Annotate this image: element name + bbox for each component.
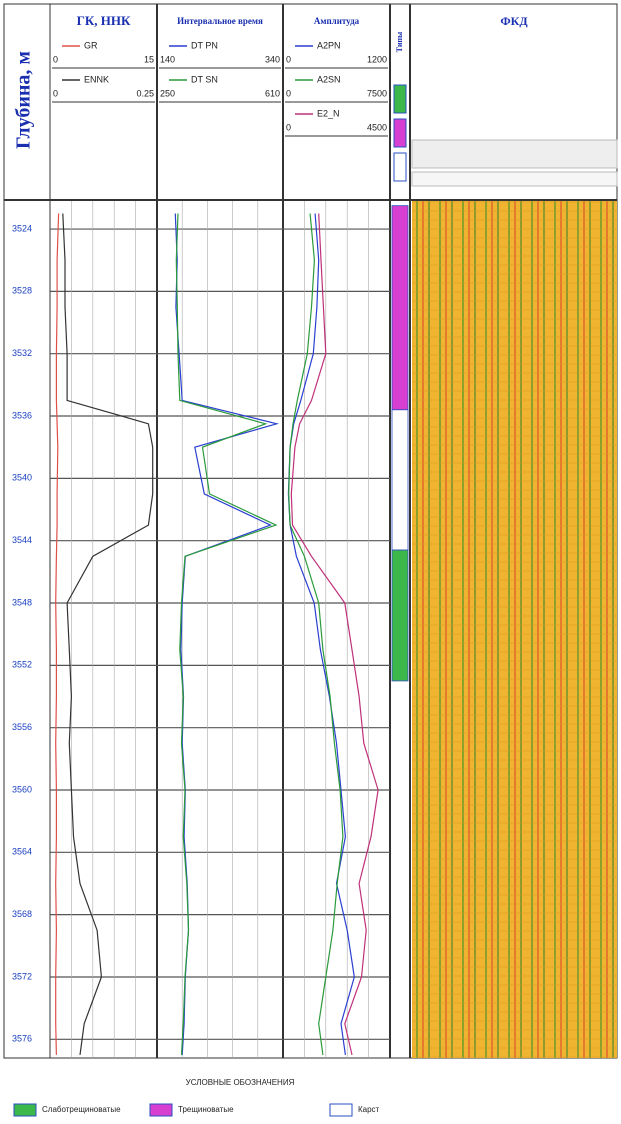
y-tick-label: 3576: [12, 1034, 32, 1044]
log-curve: [175, 214, 276, 1055]
legend-title: УСЛОВНЫЕ ОБОЗНАЧЕНИЯ: [186, 1078, 295, 1087]
scale-max: 1200: [367, 54, 387, 64]
fkd-header-box: [412, 140, 617, 168]
scale-min: 140: [160, 54, 175, 64]
y-tick-label: 3540: [12, 473, 32, 483]
scale-min: 250: [160, 88, 175, 98]
y-tick-label: 3532: [12, 348, 32, 358]
legend-label: A2PN: [317, 40, 341, 50]
scale-max: 4500: [367, 122, 387, 132]
y-tick-label: 3548: [12, 597, 32, 607]
track-title: Типы: [395, 31, 404, 52]
legend-label: Трещиноватые: [178, 1105, 234, 1114]
legend-label: A2SN: [317, 74, 341, 84]
log-curve: [289, 214, 343, 1055]
y-tick-label: 3524: [12, 223, 32, 233]
legend-label: Слаботрещиноватые: [42, 1105, 121, 1114]
scale-max: 610: [265, 88, 280, 98]
y-tick-label: 3560: [12, 784, 32, 794]
scale-max: 7500: [367, 88, 387, 98]
header-swatch: [394, 85, 406, 113]
scale-min: 0: [53, 88, 58, 98]
y-tick-label: 3564: [12, 847, 32, 857]
y-tick-label: 3528: [12, 286, 32, 296]
track-title: Интервальное время: [177, 16, 263, 26]
fkd-header-box: [412, 172, 617, 186]
lithology-interval: [392, 206, 408, 410]
legend-label: Карст: [358, 1105, 380, 1114]
chart: Глубина, м ФКД Типы УСЛОВНЫЕ ОБОЗНАЧЕНИЯ…: [0, 0, 621, 1124]
log-curve: [56, 214, 59, 1055]
legend-label: GR: [84, 40, 98, 50]
scale-max: 15: [144, 54, 154, 64]
scale-min: 0: [286, 88, 291, 98]
log-curve: [176, 214, 276, 1055]
legend-label: DT SN: [191, 74, 218, 84]
scale-max: 340: [265, 54, 280, 64]
y-tick-label: 3552: [12, 660, 32, 670]
log-curve: [63, 214, 153, 1055]
lithology-interval: [392, 550, 408, 681]
scale-min: 0: [286, 122, 291, 132]
legend-label: ENNK: [84, 74, 109, 84]
header-swatch: [394, 153, 406, 181]
track-title: ГК, ННК: [77, 13, 131, 28]
y-tick-label: 3572: [12, 971, 32, 981]
fkd-image: [412, 201, 617, 1058]
legend-swatch: [330, 1104, 352, 1116]
y-tick-label: 3568: [12, 909, 32, 919]
legend-label: E2_N: [317, 108, 340, 118]
legend-swatch: [150, 1104, 172, 1116]
legend-swatch: [14, 1104, 36, 1116]
header-swatch: [394, 119, 406, 147]
scale-max: 0.25: [136, 88, 154, 98]
y-tick-label: 3536: [12, 410, 32, 420]
y-tick-label: 3544: [12, 535, 32, 545]
scale-min: 0: [286, 54, 291, 64]
legend-label: DT PN: [191, 40, 218, 50]
depth-label: Глубина, м: [13, 51, 35, 149]
lithology-interval: [392, 410, 408, 550]
track-title: ФКД: [500, 14, 528, 28]
y-tick-label: 3556: [12, 722, 32, 732]
scale-min: 0: [53, 54, 58, 64]
track-title: Амплитуда: [314, 16, 360, 26]
